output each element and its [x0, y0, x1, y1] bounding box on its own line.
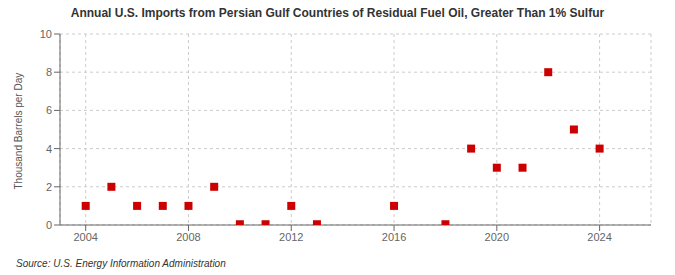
html-text:Source: U.S. Energy Informatio: Source: U.S. Energy Information Administ… — [16, 258, 226, 269]
svg-text:6: 6 — [46, 104, 52, 116]
svg-text:0: 0 — [46, 219, 52, 231]
html-text:Annual U.S. Imports from Persi: Annual U.S. Imports from Persian Gulf Co… — [70, 6, 605, 20]
svg-text:4: 4 — [46, 143, 52, 155]
svg-text:2004: 2004 — [73, 231, 97, 243]
svg-text:2016: 2016 — [382, 231, 406, 243]
svg-text:8: 8 — [46, 66, 52, 78]
svg-text:10: 10 — [40, 28, 52, 40]
svg-text:2008: 2008 — [176, 231, 200, 243]
svg-text:2: 2 — [46, 181, 52, 193]
svg-text:Thousand Barrels per Day: Thousand Barrels per Day — [13, 73, 24, 190]
svg-text:2020: 2020 — [485, 231, 509, 243]
svg-text:2024: 2024 — [587, 231, 611, 243]
svg-text:2012: 2012 — [279, 231, 303, 243]
